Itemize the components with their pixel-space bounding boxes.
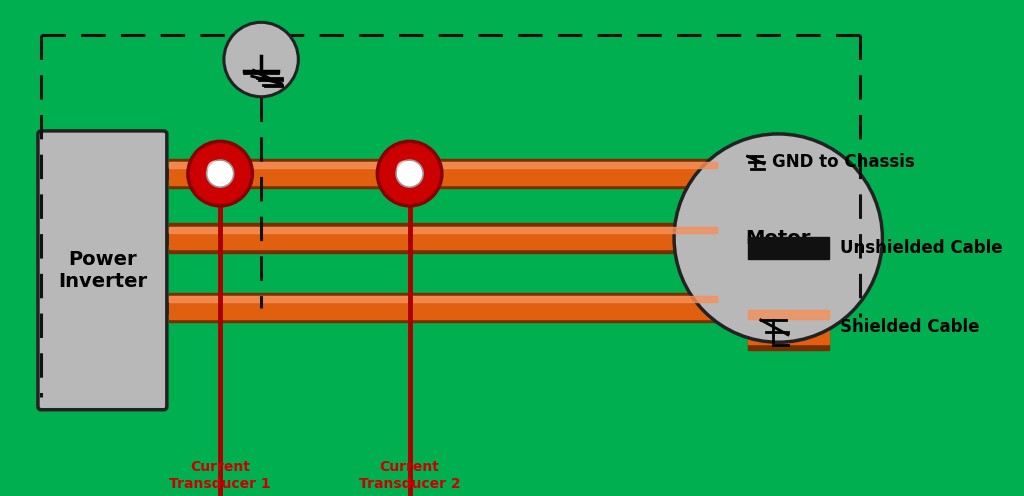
Bar [169, 227, 717, 233]
Text: Power
Inverter: Power Inverter [57, 250, 147, 291]
Circle shape [188, 141, 252, 206]
Text: Shielded Cable: Shielded Cable [840, 318, 979, 336]
Circle shape [378, 141, 441, 206]
Bar [169, 223, 717, 253]
Circle shape [224, 22, 298, 97]
Circle shape [396, 160, 423, 187]
Bar [169, 159, 717, 188]
Circle shape [207, 161, 221, 175]
Bar [748, 305, 829, 350]
Circle shape [396, 161, 411, 175]
Bar [164, 302, 179, 313]
Bar [169, 293, 717, 322]
Bar [169, 296, 717, 302]
Bar [169, 162, 717, 168]
Bar [164, 168, 179, 179]
Circle shape [674, 134, 883, 342]
Circle shape [207, 160, 233, 187]
Text: Current
Transducer 1: Current Transducer 1 [169, 460, 271, 491]
Bar [748, 310, 829, 319]
Text: Current
Transducer 2: Current Transducer 2 [358, 460, 461, 491]
Text: GND to Chassis: GND to Chassis [772, 153, 915, 172]
Bar [169, 227, 717, 249]
Bar [169, 296, 717, 319]
Bar [164, 233, 179, 244]
Bar [748, 310, 829, 344]
Bar [169, 162, 717, 185]
Text: Motor: Motor [745, 229, 811, 248]
Bar [748, 237, 829, 259]
Text: Unshielded Cable: Unshielded Cable [840, 239, 1002, 257]
FancyBboxPatch shape [38, 131, 167, 410]
